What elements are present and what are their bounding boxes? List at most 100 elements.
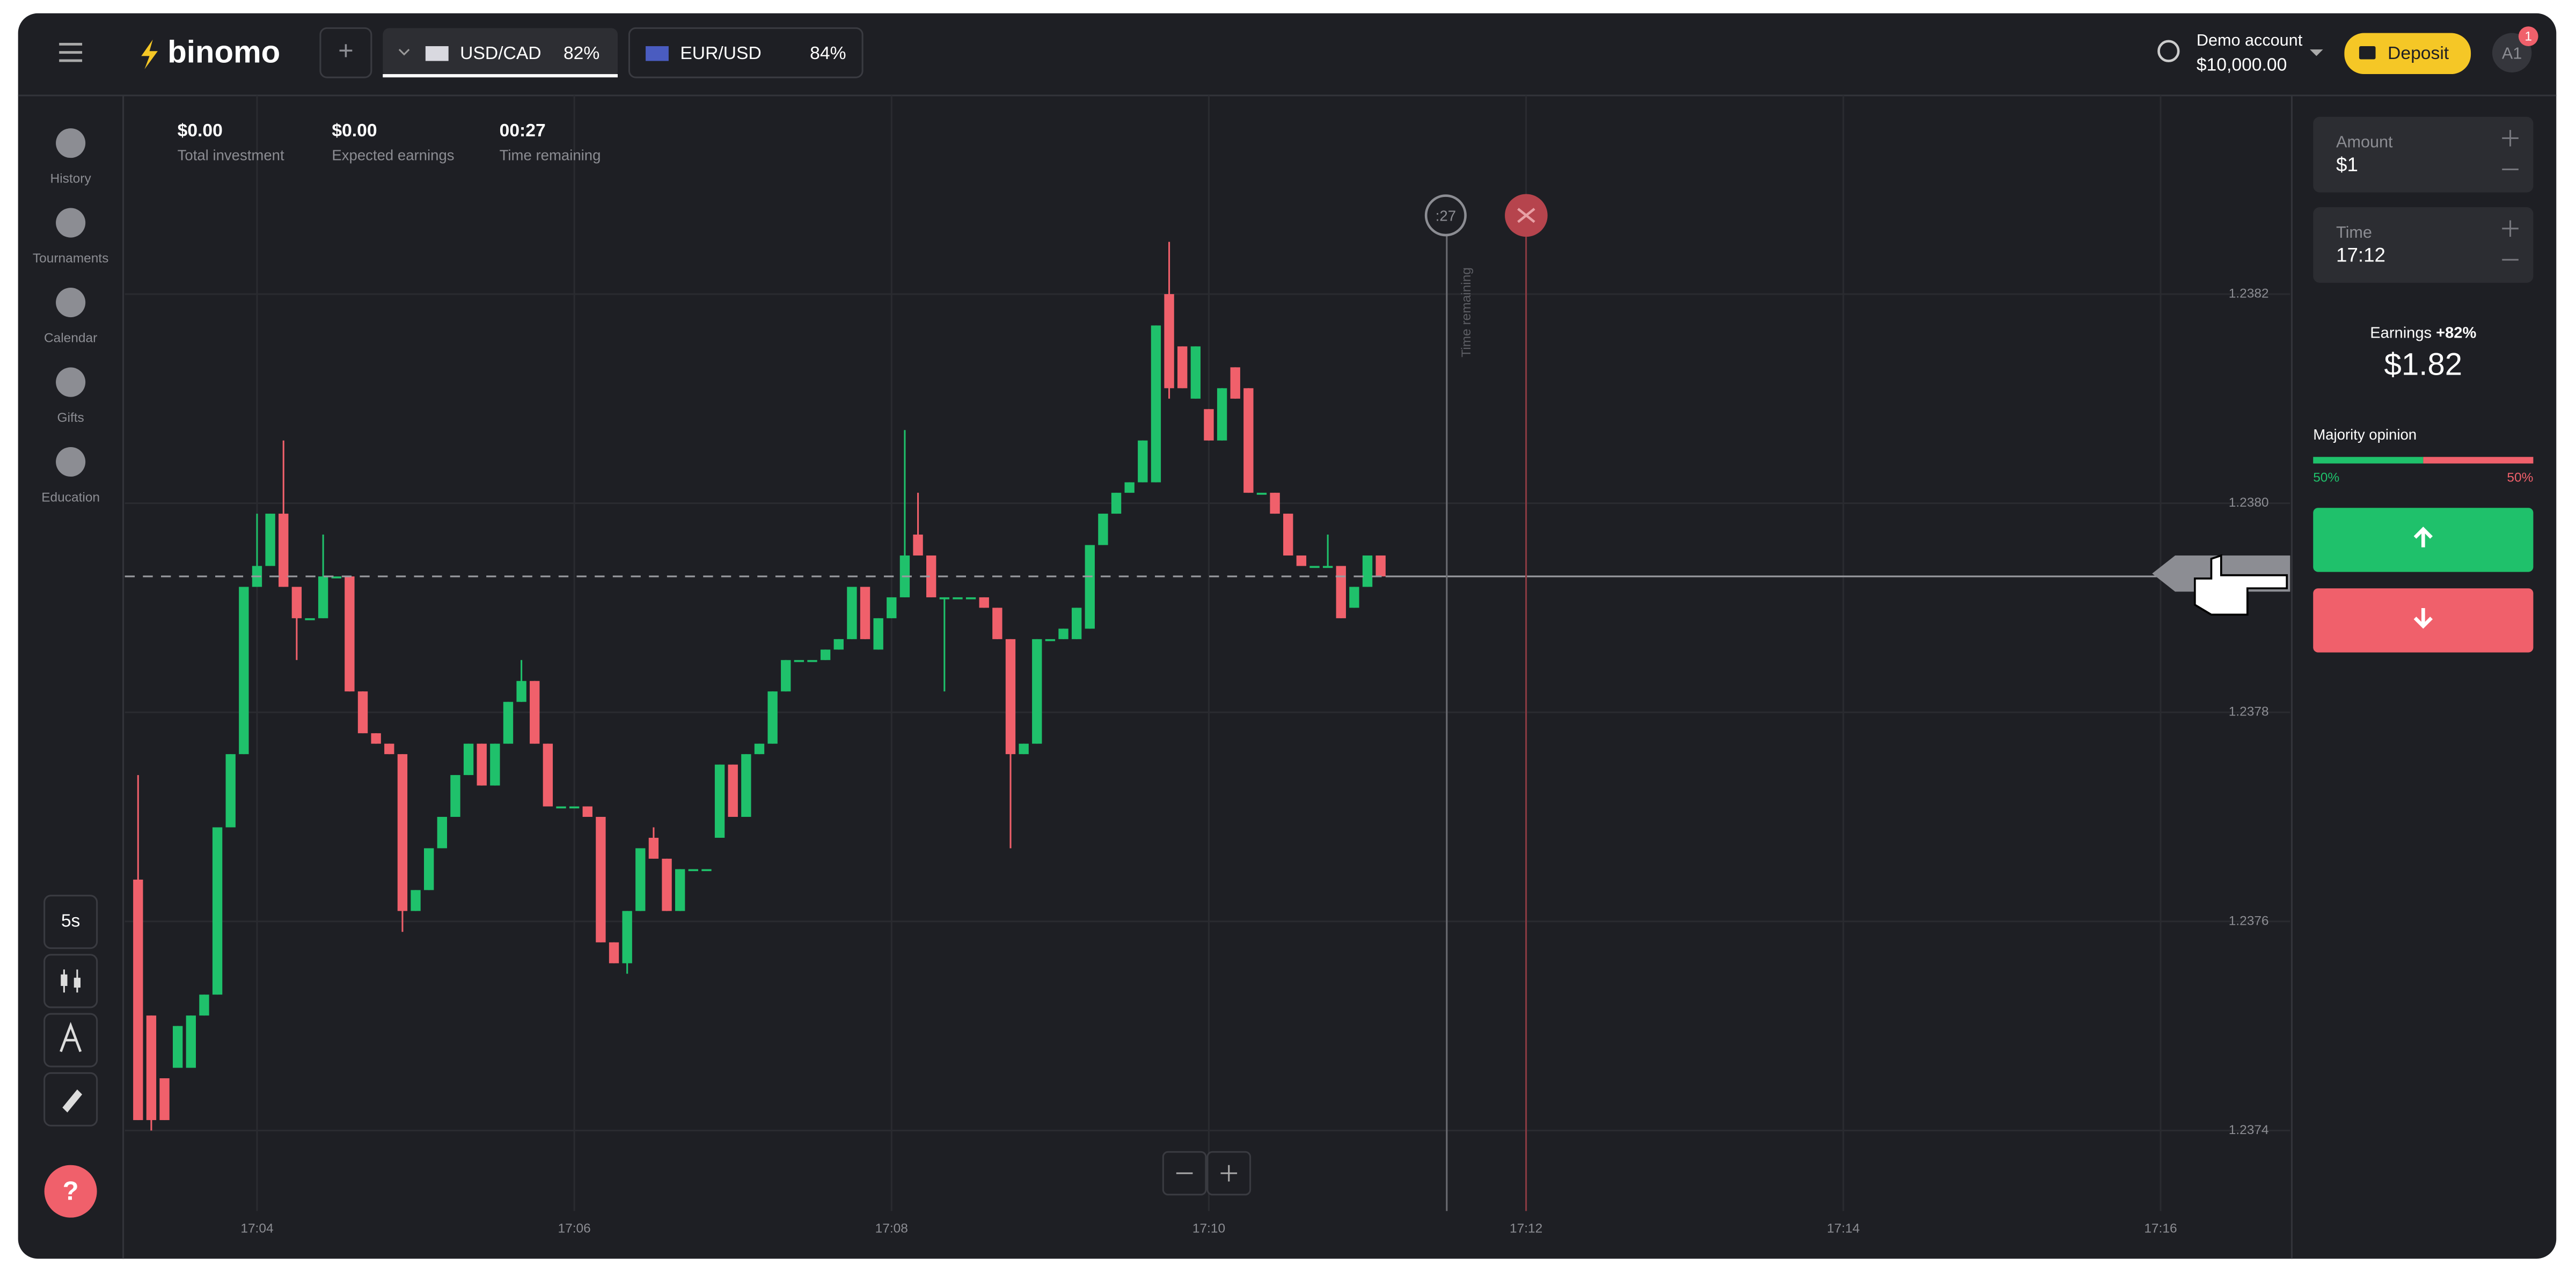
candle-body: [437, 817, 448, 849]
chart: 17:04 17:06 17:08 17:10 17:12 17:14 17:16 1.237…: [125, 95, 2290, 1236]
candle-body: [1362, 555, 1373, 587]
timeframe-button[interactable]: [43, 895, 98, 949]
menu-button[interactable]: [59, 42, 83, 62]
candle-body: [873, 618, 883, 650]
candle-body: [146, 1015, 157, 1120]
wallet-icon: [2359, 46, 2376, 60]
add-icon: +: [338, 36, 354, 65]
candle-body: [767, 691, 778, 744]
candle-body: [953, 597, 963, 600]
candle-body: [186, 1015, 196, 1068]
candle-body: [1085, 545, 1095, 629]
stat-value: $0.00: [178, 121, 223, 141]
candle-body: [1204, 409, 1214, 441]
x-tick-label: 17:06: [558, 1222, 591, 1236]
x-tick-label: 17:14: [1827, 1222, 1860, 1236]
candle-body: [569, 806, 580, 809]
majority-label: Majority opinion: [2313, 426, 2417, 443]
candle-body: [701, 869, 712, 872]
candle-body: [305, 618, 315, 620]
deposit-button[interactable]: [2344, 33, 2471, 75]
majority-down: [2423, 457, 2534, 464]
amount-field[interactable]: [2313, 116, 2534, 193]
candle-body: [820, 649, 831, 660]
candle-body: [291, 587, 302, 618]
tab-label: EUR/USD: [680, 43, 761, 63]
time-field[interactable]: [2313, 207, 2534, 283]
candle-body: [965, 597, 976, 600]
flag: [646, 46, 669, 61]
candle-body: [1296, 555, 1307, 566]
candle-body: [648, 837, 659, 859]
zoom-controls: [1162, 1151, 1252, 1196]
majority-up-label: 50%: [2313, 471, 2339, 485]
earnings-heading: Earnings +82%: [2370, 324, 2476, 341]
stat-value: 00:27: [500, 121, 546, 141]
candle-body: [926, 555, 936, 597]
candle-body: [741, 754, 751, 817]
up-arrow: [2413, 527, 2433, 547]
amount-stepper[interactable]: [2502, 130, 2519, 171]
earnings-rate: +82%: [2436, 324, 2476, 341]
nav-icon: [56, 288, 86, 318]
chevron: [398, 49, 410, 56]
candle-body: [1019, 743, 1029, 755]
candle-body: [807, 660, 817, 662]
candle-body: [1336, 566, 1346, 618]
candle-body: [1256, 493, 1267, 495]
finish-icon: [1517, 208, 1535, 223]
candle-body: [1230, 367, 1240, 399]
candle-body: [714, 764, 725, 838]
chart-type-button[interactable]: [43, 954, 98, 1008]
add-tab[interactable]: [319, 27, 372, 78]
candle-body: [1005, 639, 1016, 755]
candle-body: [781, 660, 791, 692]
timer-label: Time remaining: [1459, 267, 1474, 357]
candle-body: [1111, 493, 1122, 514]
app-frame: [18, 13, 2557, 1259]
candle-body: [371, 733, 381, 744]
account-caret[interactable]: [2310, 49, 2323, 56]
candle-body: [172, 1026, 183, 1068]
pencil-icon: [62, 1089, 83, 1113]
candle-body: [1217, 388, 1227, 441]
tab[interactable]: [628, 27, 863, 78]
candle-body: [754, 743, 765, 755]
candle-body: [159, 1078, 170, 1120]
candle-body: [1375, 555, 1386, 576]
help-button[interactable]: [44, 1165, 97, 1218]
candle-body: [1032, 639, 1042, 744]
stats: $0.00 Total investment $0.00 Expected earni…: [178, 121, 601, 163]
candle-body: [1098, 514, 1108, 545]
timer-circle: [1424, 194, 1467, 237]
x-tick-label: 17:12: [1510, 1222, 1542, 1236]
candle-body: [490, 743, 500, 786]
candle-body: [516, 681, 526, 702]
candle-body: [913, 535, 923, 555]
x-tick-label: 17:16: [2144, 1222, 2177, 1236]
nav-icon: [56, 447, 86, 477]
candle-body: [1283, 514, 1293, 555]
candle-body: [1270, 493, 1280, 514]
candle-body: [1243, 388, 1254, 493]
nav-icon: [56, 208, 86, 238]
candle-body: [424, 848, 434, 890]
candle-body: [860, 587, 870, 639]
time-stepper[interactable]: [2502, 220, 2519, 261]
sync-icon[interactable]: [2157, 40, 2180, 62]
tab-payout: 82%: [564, 43, 599, 63]
drawing-button[interactable]: [43, 1072, 98, 1127]
candle-body: [411, 890, 421, 911]
candle-body: [384, 743, 394, 755]
tab[interactable]: [383, 28, 618, 78]
tab-underline: [383, 74, 618, 78]
indicators-button[interactable]: [43, 1013, 98, 1068]
candle-body: [1190, 346, 1201, 399]
candle-body: [503, 701, 514, 744]
candle-body: [357, 691, 368, 734]
candle-body: [345, 576, 355, 692]
candle-body: [397, 754, 408, 911]
candle-body: [463, 743, 474, 776]
candle-body: [239, 587, 249, 755]
